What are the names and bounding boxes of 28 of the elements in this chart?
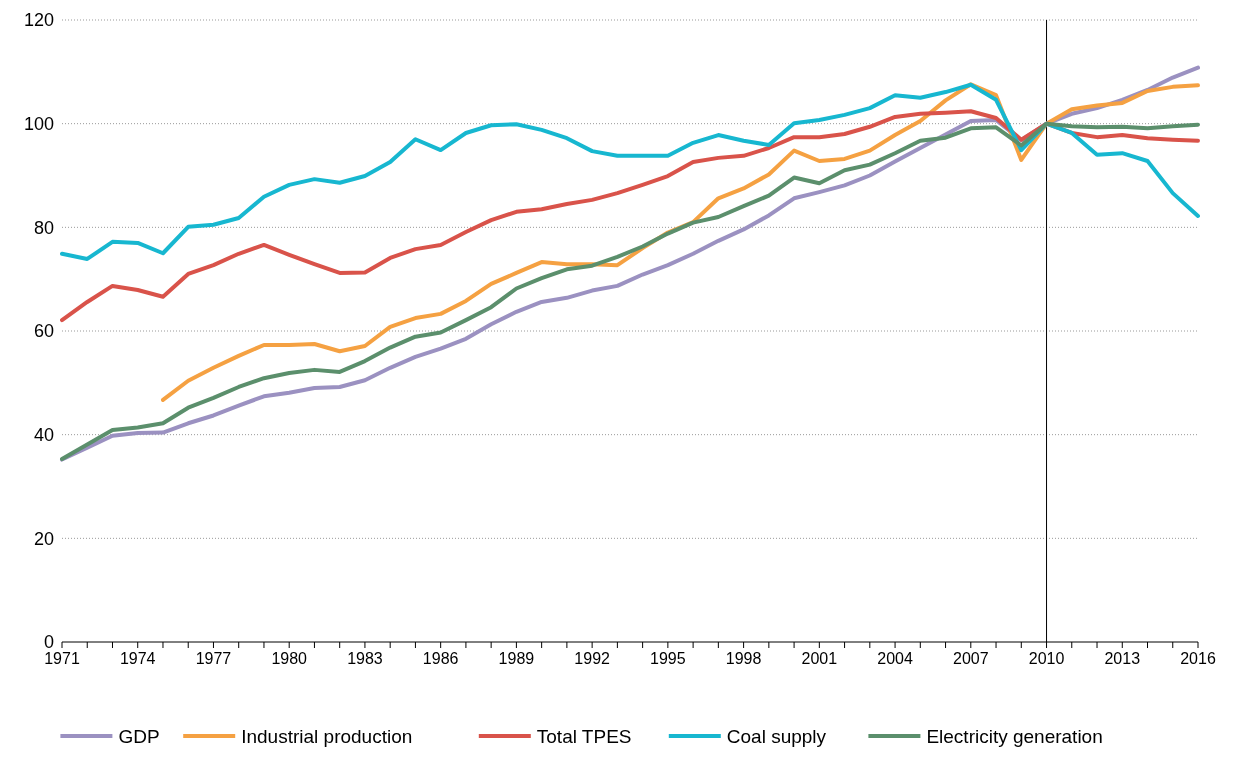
x-tick-label: 1989 [498, 650, 535, 667]
x-tick-label: 1980 [271, 650, 308, 667]
legend-label: Electricity generation [926, 725, 1103, 747]
x-tick-label: 1995 [650, 650, 686, 667]
x-tick-label: 1992 [574, 650, 611, 667]
legend-label: Total TPES [536, 725, 632, 747]
x-tick-label: 2004 [877, 650, 913, 667]
y-tick-label: 20 [33, 528, 54, 549]
y-tick-label: 100 [23, 113, 54, 134]
x-tick-label: 1986 [422, 650, 459, 667]
x-tick-label: 2001 [801, 650, 838, 667]
legend-label: GDP [118, 725, 160, 747]
x-tick-label: 2013 [1104, 650, 1141, 667]
y-tick-label: 120 [23, 10, 54, 31]
x-tick-label: 2010 [1028, 650, 1065, 667]
y-tick-label: 80 [33, 217, 54, 238]
y-tick-label: 0 [43, 632, 54, 653]
legend-label: Industrial production [241, 725, 413, 747]
y-tick-label: 40 [33, 424, 54, 445]
x-tick-label: 2007 [953, 650, 989, 667]
x-tick-label: 1971 [44, 650, 80, 667]
x-tick-label: 2016 [1180, 650, 1216, 667]
x-tick-label: 1974 [119, 650, 156, 667]
y-tick-label: 60 [33, 321, 54, 342]
x-tick-label: 1977 [195, 650, 232, 667]
legend-label: Coal supply [726, 725, 827, 747]
x-tick-label: 1998 [725, 650, 762, 667]
x-tick-label: 1983 [347, 650, 383, 667]
